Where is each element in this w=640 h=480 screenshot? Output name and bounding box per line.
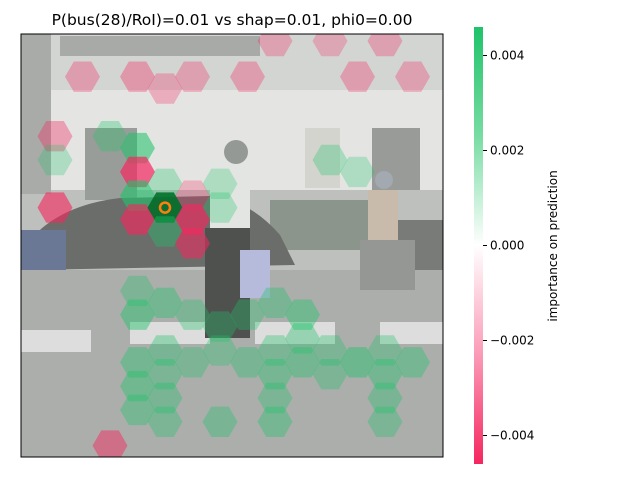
shap-hex-positive: [257, 287, 293, 318]
shap-hex-positive: [230, 299, 265, 330]
colorbar-tick-label: 0.002: [490, 144, 524, 158]
shap-hex-negative: [230, 61, 265, 92]
colorbar-label: importance on prediction: [546, 170, 560, 321]
shap-hex-negative: [37, 192, 73, 223]
shap-hex-negative: [92, 430, 128, 457]
shap-hex-negative: [312, 34, 348, 57]
shap-hex-positive: [202, 335, 238, 366]
shap-hex-positive: [285, 299, 320, 330]
shap-hex-positive: [147, 359, 183, 390]
shap-hex-positive: [120, 132, 155, 164]
shap-hex-positive: [257, 359, 293, 390]
chart-title: P(bus(28)/RoI)=0.01 vs shap=0.01, phi0=0…: [52, 11, 413, 29]
shap-hex-positive: [147, 335, 183, 366]
shap-hex-negative: [147, 73, 183, 104]
roi-marker-layer: [158, 201, 172, 214]
shap-hex-positive: [147, 406, 183, 437]
colorbar-tick-label: −0.002: [490, 334, 534, 348]
colorbar-tick-label: −0.004: [490, 429, 534, 443]
shap-hex-positive: [147, 287, 183, 318]
shap-hex-positive: [230, 347, 265, 378]
shap-hex-positive: [92, 121, 128, 152]
shap-hex-negative: [120, 61, 155, 92]
shap-hex-positive: [257, 382, 293, 414]
shap-hex-positive: [285, 347, 320, 378]
shap-hex-positive: [37, 144, 73, 176]
shap-hex-negative: [175, 228, 210, 259]
shap-hex-negative: [340, 61, 375, 92]
shap-hex-positive: [367, 406, 403, 437]
shap-hex-positive: [367, 359, 403, 390]
shap-hex-positive: [340, 347, 375, 378]
shap-hex-positive: [120, 180, 155, 211]
shap-hex-positive: [312, 335, 348, 366]
shap-hex-positive: [285, 323, 320, 354]
shap-hex-positive: [175, 299, 210, 330]
shap-hex-positive: [175, 347, 210, 378]
shap-hex-positive: [147, 192, 183, 223]
shap-hex-positive: [147, 216, 183, 247]
shap-hex-positive: [120, 370, 155, 402]
shap-hex-negative: [175, 61, 210, 92]
shap-hex-negative: [120, 204, 155, 235]
shap-hex-positive: [340, 156, 375, 188]
shap-hex-positive: [367, 382, 403, 414]
shap-hex-positive: [257, 406, 293, 437]
shap-hex-positive: [120, 299, 155, 330]
shap-hex-positive: [202, 311, 238, 342]
shap-hex-positive: [202, 406, 238, 437]
background-photo: [21, 34, 443, 457]
shap-hex-positive: [312, 144, 348, 176]
axes-frame: [20, 33, 444, 458]
shap-hex-negative: [120, 156, 155, 188]
shap-hex-positive: [120, 275, 155, 307]
shap-hex-layer: [37, 34, 430, 457]
shap-hex-positive: [202, 168, 238, 199]
plot-area: [21, 34, 443, 457]
shap-hex-positive: [312, 359, 348, 390]
colorbar-ticks: 0.004 0.002 0.000 −0.002 −0.004: [483, 49, 534, 443]
shap-hex-negative: [37, 121, 73, 152]
shap-hex-negative: [257, 34, 293, 57]
shap-hex-positive: [147, 382, 183, 414]
shap-hex-negative: [65, 61, 100, 92]
shap-hex-positive: [120, 394, 155, 426]
shap-hex-positive: [120, 347, 155, 378]
shap-hex-positive: [202, 192, 238, 223]
shap-hex-negative: [175, 180, 210, 211]
shap-hex-negative: [175, 204, 210, 235]
colorbar-tick-label: 0.004: [490, 49, 524, 63]
colorbar-gradient: [474, 27, 483, 464]
shap-hex-positive: [257, 335, 293, 366]
shap-hex-positive: [395, 347, 430, 378]
shap-hex-positive: [367, 335, 403, 366]
shap-hex-negative: [395, 61, 430, 92]
roi-marker: [158, 201, 172, 214]
shap-hex-negative: [367, 34, 403, 57]
colorbar: 0.004 0.002 0.000 −0.002 −0.004 importance o…: [474, 27, 560, 464]
colorbar-tick-label: 0.000: [490, 239, 524, 253]
shap-hex-positive: [147, 168, 183, 199]
